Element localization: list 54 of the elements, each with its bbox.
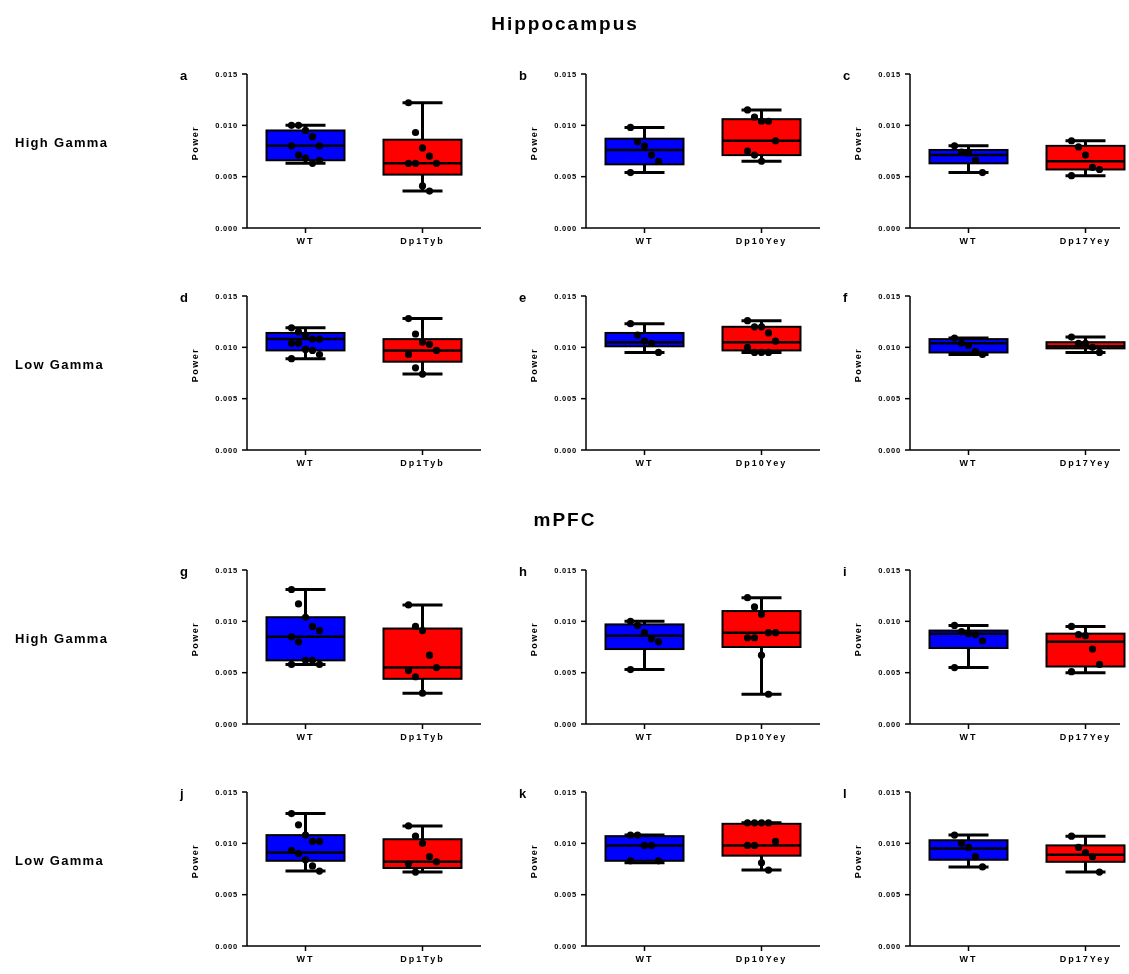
y-axis-title: Power (853, 621, 863, 657)
x-tick-label: WT (635, 458, 654, 468)
x-tick-label: WT (296, 236, 315, 246)
chart-title: b (519, 68, 527, 83)
x-tick-label: WT (635, 954, 654, 964)
chart-title: e (519, 290, 527, 305)
x-tick-label: Dp17Yey (1059, 954, 1112, 964)
text: High Gamma (15, 135, 109, 150)
x-tick-label: Dp10Yey (735, 954, 788, 964)
y-axis-title: Power (190, 347, 200, 383)
x-tick-label: Dp17Yey (1059, 732, 1112, 742)
x-tick-label: Dp17Yey (1059, 458, 1112, 468)
y-axis-title: Power (853, 347, 863, 383)
text: Hippocampus (491, 13, 639, 34)
y-axis-title: Power (190, 125, 200, 161)
x-tick-label: Dp10Yey (735, 458, 788, 468)
x-tick-label: WT (959, 236, 978, 246)
x-tick-label: WT (635, 732, 654, 742)
y-axis-title: Power (529, 621, 539, 657)
x-tick-label: WT (296, 732, 315, 742)
x-tick-label: WT (635, 236, 654, 246)
chart-title: j (179, 786, 184, 801)
x-tick-label: Dp10Yey (735, 236, 788, 246)
chart-title: a (180, 68, 188, 83)
chart-title: i (843, 564, 847, 579)
chart-title: k (519, 786, 527, 801)
y-axis-title: Power (529, 347, 539, 383)
x-tick-label: Dp1Tyb (400, 954, 445, 964)
chart-title: l (843, 786, 847, 801)
text: Low Gamma (15, 853, 104, 868)
x-tick-label: WT (959, 732, 978, 742)
y-axis-title: Power (190, 843, 200, 879)
text: Low Gamma (15, 357, 104, 372)
x-tick-label: Dp1Tyb (400, 236, 445, 246)
chart-title: g (180, 564, 188, 579)
x-tick-label: Dp10Yey (735, 732, 788, 742)
x-tick-label: WT (959, 458, 978, 468)
y-axis-title: Power (853, 843, 863, 879)
text: High Gamma (15, 631, 109, 646)
x-tick-label: Dp1Tyb (400, 732, 445, 742)
chart-title: f (843, 290, 848, 305)
chart-title: d (180, 290, 188, 305)
x-tick-label: WT (296, 458, 315, 468)
x-tick-label: WT (296, 954, 315, 964)
chart-title: h (519, 564, 527, 579)
text: mPFC (533, 509, 597, 530)
chart-title: c (843, 68, 851, 83)
y-axis-title: Power (529, 843, 539, 879)
x-tick-label: Dp17Yey (1059, 236, 1112, 246)
x-tick-label: Dp1Tyb (400, 458, 445, 468)
y-axis-title: Power (853, 125, 863, 161)
y-axis-title: Power (190, 621, 200, 657)
x-tick-label: WT (959, 954, 978, 964)
y-axis-title: Power (529, 125, 539, 161)
